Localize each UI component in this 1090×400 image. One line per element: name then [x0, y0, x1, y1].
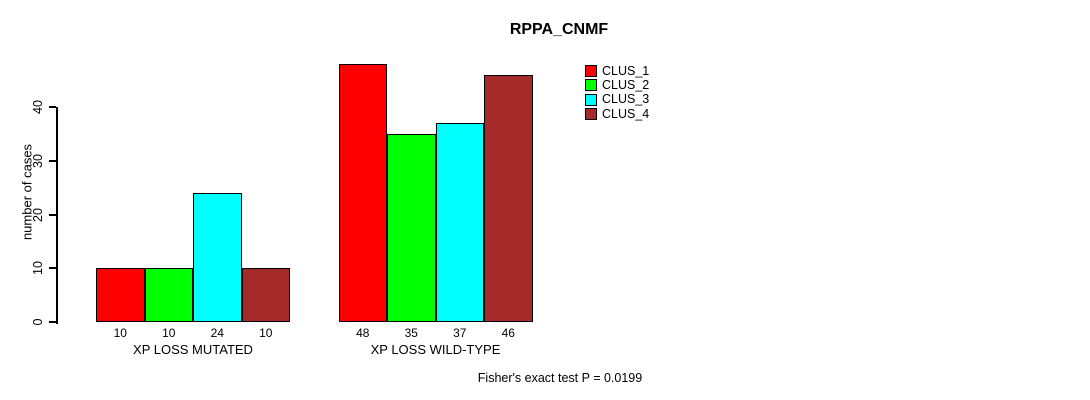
legend-swatch-icon: [585, 65, 597, 78]
y-tick-mark: [49, 213, 56, 216]
bar-value-label: 10: [259, 326, 273, 340]
bar-CLUS_3-group1: [193, 193, 242, 322]
legend-swatch-icon: [585, 79, 597, 92]
bar-CLUS_3-group2: [435, 123, 484, 322]
legend-item-CLUS_4: CLUS_4: [585, 107, 649, 121]
y-tick-label: 20: [30, 207, 45, 222]
legend-label: CLUS_4: [602, 106, 650, 121]
bar-value-label: 10: [162, 326, 176, 340]
bar-CLUS_4-group2: [484, 74, 533, 322]
legend-label: CLUS_2: [602, 78, 650, 93]
y-tick-label: 10: [30, 261, 45, 276]
bar-CLUS_2-group1: [144, 268, 193, 322]
legend-item-CLUS_2: CLUS_2: [585, 78, 649, 92]
y-axis-line: [56, 107, 58, 324]
bar-CLUS_2-group2: [387, 133, 436, 322]
legend-item-CLUS_1: CLUS_1: [585, 64, 649, 78]
bar-CLUS_1-group2: [338, 64, 387, 322]
category-label: XP LOSS WILD-TYPE: [370, 342, 501, 357]
bar-value-label: 37: [453, 326, 467, 340]
legend-label: CLUS_3: [602, 92, 650, 107]
bar-value-label: 35: [404, 326, 418, 340]
y-tick-mark: [49, 159, 56, 162]
y-tick-mark: [49, 267, 56, 270]
legend-swatch-icon: [585, 108, 597, 121]
y-tick-mark: [49, 106, 56, 108]
bar-value-label: 48: [356, 326, 370, 340]
legend: CLUS_1 CLUS_2 CLUS_3 CLUS_4: [585, 64, 649, 121]
bar-value-label: 24: [210, 326, 224, 340]
y-tick-label: 40: [30, 100, 45, 114]
bar-value-label: 10: [113, 326, 127, 340]
y-tick-label: 0: [30, 318, 45, 326]
legend-swatch-icon: [585, 93, 597, 106]
bar-CLUS_4-group1: [241, 268, 290, 322]
bar-value-label: 46: [501, 326, 515, 340]
y-tick-label: 30: [30, 153, 45, 168]
category-label: XP LOSS MUTATED: [133, 342, 253, 357]
y-tick-mark: [49, 321, 56, 323]
legend-label: CLUS_1: [602, 63, 650, 78]
chart-title: RPPA_CNMF: [509, 21, 609, 38]
bar-CLUS_1-group1: [96, 268, 145, 322]
legend-item-CLUS_3: CLUS_3: [585, 93, 649, 107]
annotation-fisher-test: Fisher's exact test P = 0.0199: [477, 371, 643, 385]
